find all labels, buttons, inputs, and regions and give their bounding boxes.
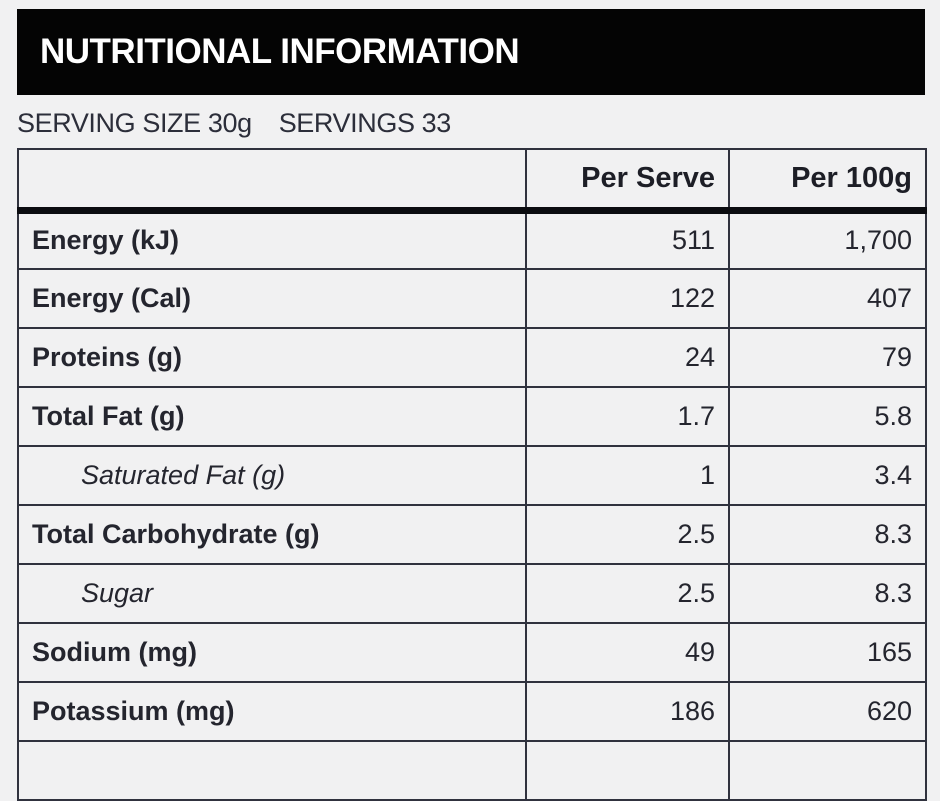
table-row: Total Carbohydrate (g) 2.5 8.3 xyxy=(17,504,927,565)
per-100g-value: 3.4 xyxy=(728,445,927,506)
partial-cell xyxy=(728,740,927,801)
per-serve-value: 511 xyxy=(525,209,730,270)
table-header: Per Serve Per 100g xyxy=(17,148,927,214)
title-bar: NUTRITIONAL INFORMATION xyxy=(17,9,925,95)
partial-cell xyxy=(17,740,527,801)
per-serve-value: 122 xyxy=(525,268,730,329)
nutrition-table: Per Serve Per 100g Energy (kJ) 511 1,700 En… xyxy=(17,148,927,801)
per-serve-value: 2.5 xyxy=(525,504,730,565)
table-row: Total Fat (g) 1.7 5.8 xyxy=(17,386,927,447)
per-100g-value: 8.3 xyxy=(728,563,927,624)
table-row: Sugar 2.5 8.3 xyxy=(17,563,927,624)
serving-size-text: SERVING SIZE 30g xyxy=(17,108,252,138)
nutrient-label: Sugar xyxy=(17,563,527,624)
nutrient-label: Saturated Fat (g) xyxy=(17,445,527,506)
servings-count-text: SERVINGS 33 xyxy=(278,108,452,138)
per-100g-value: 620 xyxy=(728,681,927,742)
table-row: Energy (Cal) 122 407 xyxy=(17,268,927,329)
per-serve-value: 49 xyxy=(525,622,730,683)
table-row: Potassium (mg) 186 620 xyxy=(17,681,927,742)
page-title: NUTRITIONAL INFORMATION xyxy=(40,32,520,71)
table-header-row: Per Serve Per 100g xyxy=(17,148,927,214)
nutrient-label: Total Fat (g) xyxy=(17,386,527,447)
per-serve-value: 1 xyxy=(525,445,730,506)
per-serve-value: 24 xyxy=(525,327,730,388)
per-100g-value: 165 xyxy=(728,622,927,683)
nutrient-label: Sodium (mg) xyxy=(17,622,527,683)
per-serve-value: 186 xyxy=(525,681,730,742)
column-header-blank xyxy=(17,148,527,214)
nutrient-label: Total Carbohydrate (g) xyxy=(17,504,527,565)
per-100g-value: 1,700 xyxy=(728,209,927,270)
table-row: Sodium (mg) 49 165 xyxy=(17,622,927,683)
per-serve-value: 2.5 xyxy=(525,563,730,624)
table-row: Proteins (g) 24 79 xyxy=(17,327,927,388)
column-header-per-serve: Per Serve xyxy=(525,148,730,214)
nutrient-label: Proteins (g) xyxy=(17,327,527,388)
table-row: Energy (kJ) 511 1,700 xyxy=(17,209,927,270)
column-header-per-100g: Per 100g xyxy=(728,148,927,214)
per-100g-value: 8.3 xyxy=(728,504,927,565)
table-row-partial-cutoff xyxy=(17,740,927,801)
per-100g-value: 79 xyxy=(728,327,927,388)
nutrient-label: Energy (kJ) xyxy=(17,209,527,270)
partial-cell xyxy=(525,740,730,801)
per-100g-value: 5.8 xyxy=(728,386,927,447)
nutrient-label: Energy (Cal) xyxy=(17,268,527,329)
per-100g-value: 407 xyxy=(728,268,927,329)
table-body: Energy (kJ) 511 1,700 Energy (Cal) 122 407 Pro… xyxy=(17,209,927,801)
serving-info-line: SERVING SIZE 30g SERVINGS 33 xyxy=(17,108,925,139)
per-serve-value: 1.7 xyxy=(525,386,730,447)
nutrient-label: Potassium (mg) xyxy=(17,681,527,742)
table-row: Saturated Fat (g) 1 3.4 xyxy=(17,445,927,506)
